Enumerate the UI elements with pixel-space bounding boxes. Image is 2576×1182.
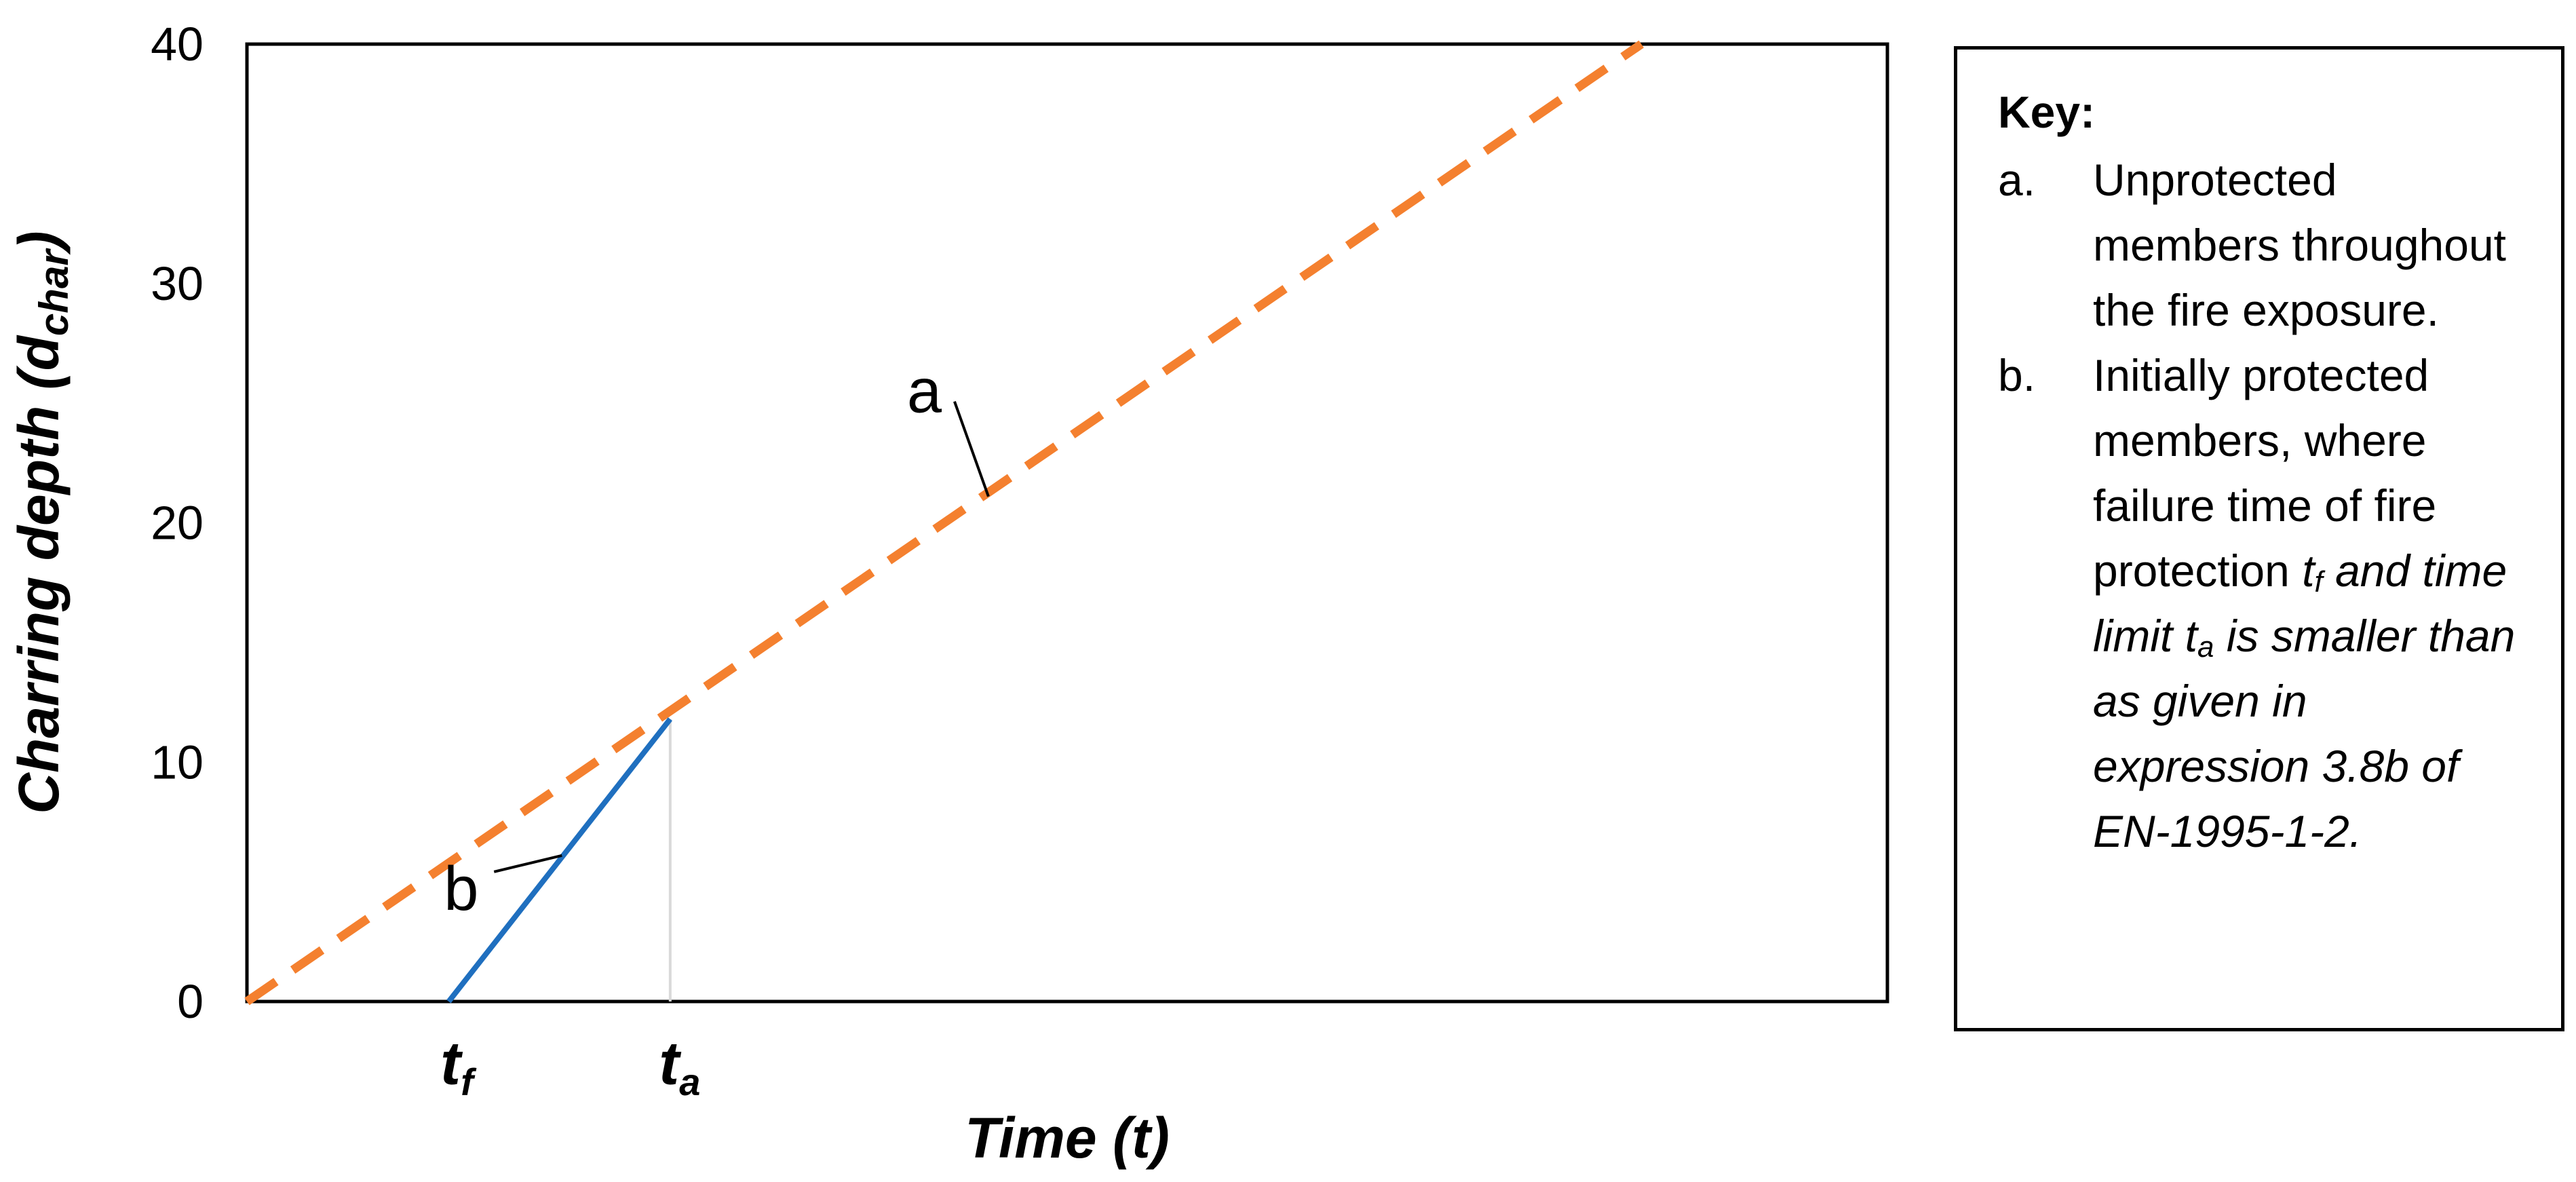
y-tick-label: 20	[151, 497, 204, 550]
key-item-a: a. Unprotected members throughout the fi…	[1998, 147, 2534, 343]
key-title: Key:	[1998, 87, 2096, 137]
y-axis-title: Charring depth (dchar)	[7, 231, 77, 814]
key-box: Key: a. Unprotected members throughout t…	[1954, 46, 2564, 1031]
key-item-a-text: Unprotected members throughout the fire …	[2093, 155, 2506, 335]
y-tick-labels: 0 10 20 30 40	[151, 18, 204, 1028]
y-tick-label: 40	[151, 18, 204, 71]
callout-a-leader	[953, 401, 990, 497]
chart: 0 10 20 30 40 a b tf ta Time (t) Charring de…	[7, 18, 1889, 1170]
plot-area-frame	[245, 42, 1889, 1004]
y-tick-label: 30	[151, 257, 204, 310]
callout-a-label: a	[907, 357, 942, 426]
callout-b-leader	[493, 854, 562, 873]
y-tick-label: 10	[151, 736, 204, 788]
tf-mark-label: tf	[440, 1030, 477, 1103]
key-item-b: b. Initially protected members, where fa…	[1998, 343, 2534, 864]
key-item-b-text: Initially protected members, where failu…	[2093, 350, 2516, 856]
series-a-line	[244, 40, 1644, 1006]
key-item-a-letter: a.	[1998, 155, 2036, 205]
y-tick-label: 0	[177, 975, 204, 1028]
callout-b-label: b	[444, 854, 478, 923]
ta-mark-label: ta	[659, 1030, 700, 1103]
series-b-line	[446, 717, 672, 1004]
key-item-b-letter: b.	[1998, 350, 2036, 400]
x-axis-title: Time (t)	[965, 1106, 1170, 1170]
